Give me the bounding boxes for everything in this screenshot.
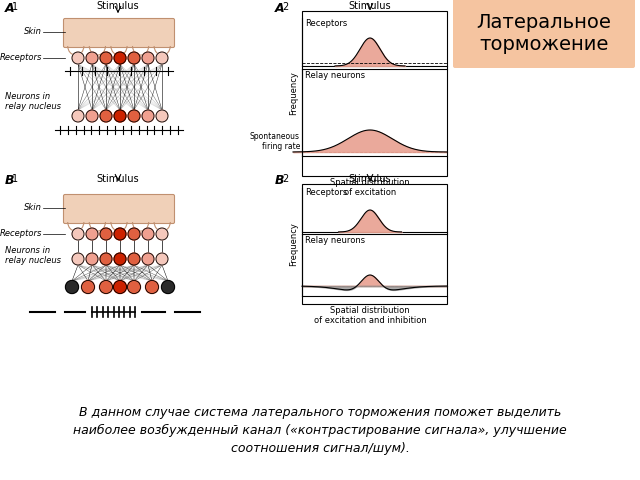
Text: В данном случае система латерального торможения поможет выделить
наиболее возбуж: В данном случае система латерального тор… (73, 406, 567, 455)
Bar (302, 11, 447, 176)
Text: Skin: Skin (24, 204, 42, 213)
Circle shape (99, 280, 113, 293)
Circle shape (86, 253, 98, 265)
FancyBboxPatch shape (63, 19, 175, 48)
Circle shape (114, 52, 126, 64)
Text: A: A (5, 2, 15, 15)
Circle shape (142, 253, 154, 265)
Text: Stimulus: Stimulus (349, 174, 391, 184)
Circle shape (145, 280, 159, 293)
Circle shape (114, 228, 126, 240)
Circle shape (156, 228, 168, 240)
Text: B: B (275, 174, 285, 187)
Circle shape (128, 228, 140, 240)
Circle shape (113, 280, 127, 293)
Text: B: B (5, 174, 15, 187)
Text: Receptors: Receptors (305, 19, 348, 28)
Text: Spontaneous
firing rate: Spontaneous firing rate (250, 132, 300, 151)
Circle shape (128, 253, 140, 265)
Circle shape (65, 280, 79, 293)
Text: 2: 2 (282, 174, 288, 184)
Text: Латеральное
торможение: Латеральное торможение (477, 12, 611, 53)
FancyBboxPatch shape (453, 0, 635, 68)
Circle shape (142, 52, 154, 64)
Circle shape (86, 52, 98, 64)
Circle shape (127, 280, 141, 293)
Circle shape (142, 110, 154, 122)
Text: Spatial distribution
of excitation: Spatial distribution of excitation (330, 178, 410, 197)
Text: Neurons in
relay nucleus: Neurons in relay nucleus (5, 246, 61, 265)
Text: A: A (275, 2, 285, 15)
Circle shape (72, 52, 84, 64)
Circle shape (86, 228, 98, 240)
Circle shape (72, 110, 84, 122)
Text: 1: 1 (12, 2, 18, 12)
Circle shape (114, 253, 126, 265)
Circle shape (100, 228, 112, 240)
Circle shape (72, 253, 84, 265)
Circle shape (100, 253, 112, 265)
Circle shape (128, 52, 140, 64)
Circle shape (128, 110, 140, 122)
Circle shape (100, 52, 112, 64)
Text: Receptors: Receptors (0, 229, 42, 239)
Text: Receptors: Receptors (305, 188, 348, 197)
Bar (302, 184, 447, 304)
Circle shape (156, 253, 168, 265)
Circle shape (161, 280, 175, 293)
Text: Frequency: Frequency (289, 72, 298, 115)
Text: Stimulus: Stimulus (349, 1, 391, 11)
FancyBboxPatch shape (63, 194, 175, 224)
Circle shape (100, 110, 112, 122)
Circle shape (156, 110, 168, 122)
Text: Stimulus: Stimulus (97, 1, 140, 11)
Text: Spatial distribution
of excitation and inhibition: Spatial distribution of excitation and i… (314, 306, 426, 325)
Text: Receptors: Receptors (0, 53, 42, 62)
Text: 2: 2 (282, 2, 288, 12)
Circle shape (142, 228, 154, 240)
Text: 1: 1 (12, 174, 18, 184)
Text: Relay neurons: Relay neurons (305, 71, 365, 80)
Circle shape (72, 228, 84, 240)
Circle shape (114, 110, 126, 122)
Circle shape (81, 280, 95, 293)
Circle shape (86, 110, 98, 122)
Circle shape (156, 52, 168, 64)
Text: Stimulus: Stimulus (97, 174, 140, 184)
Text: Skin: Skin (24, 27, 42, 36)
Text: Frequency: Frequency (289, 222, 298, 266)
Text: Neurons in
relay nucleus: Neurons in relay nucleus (5, 92, 61, 111)
Text: Relay neurons: Relay neurons (305, 236, 365, 245)
